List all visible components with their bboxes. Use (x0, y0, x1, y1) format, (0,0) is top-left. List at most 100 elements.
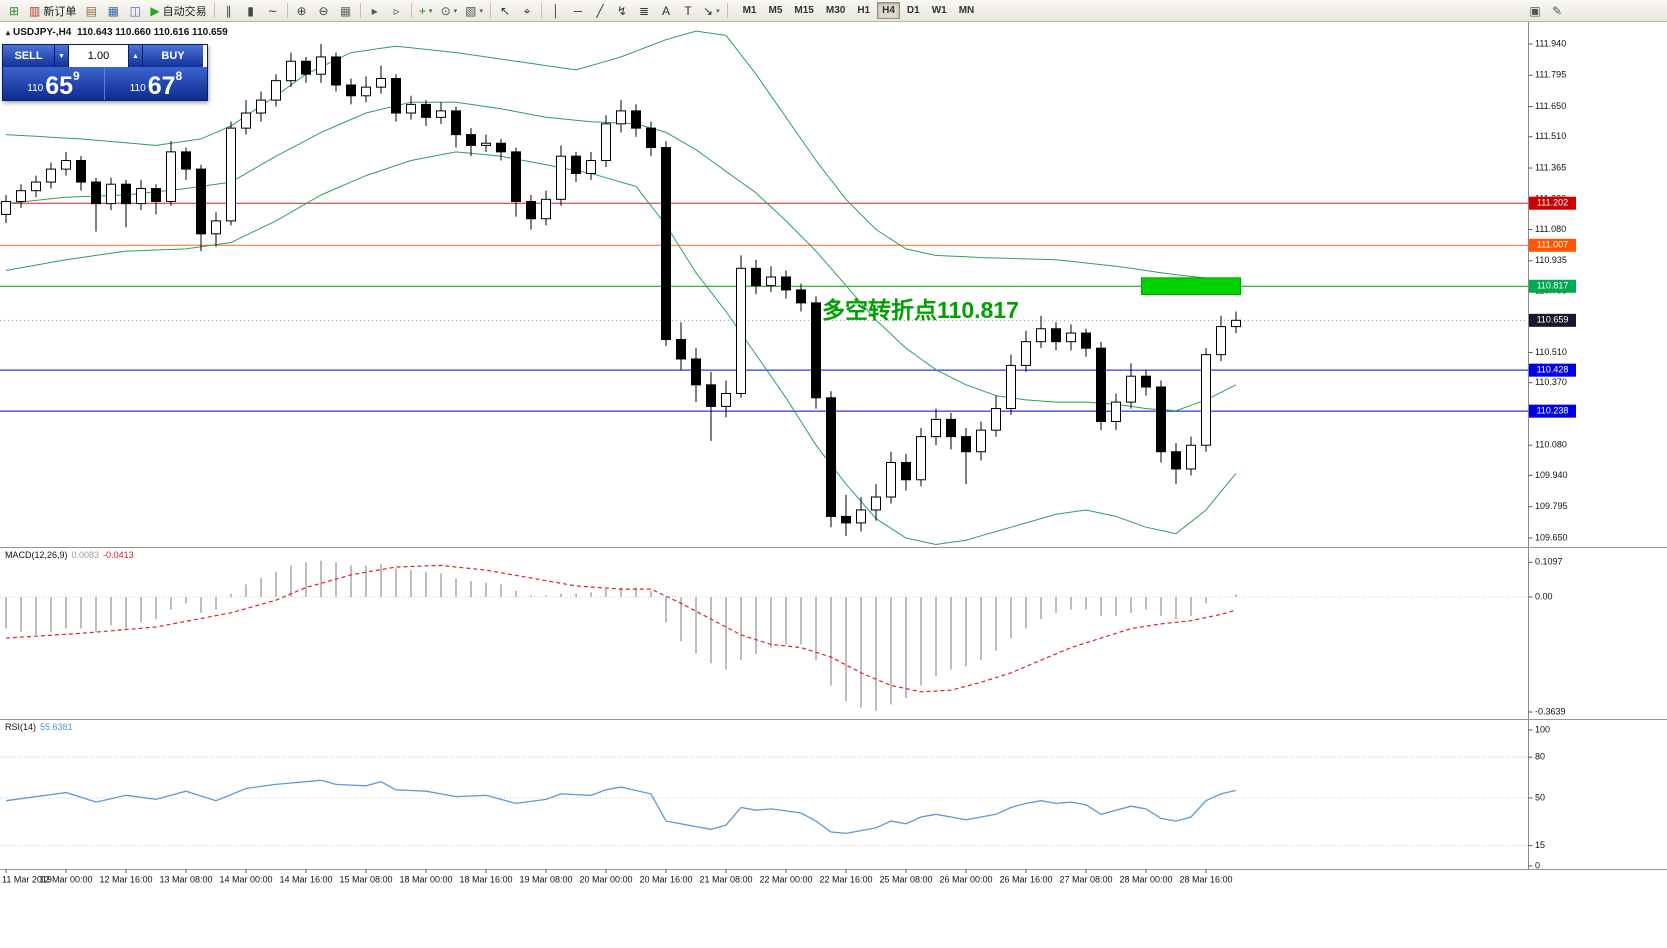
chart-shift-button[interactable]: ▹ (387, 2, 407, 20)
tf-mn-button[interactable]: MN (954, 2, 980, 19)
macd-main-value: 0.0083 (71, 550, 100, 560)
macd-name: MACD(12,26,9) (5, 550, 68, 560)
candles (1, 44, 1241, 536)
data-window-icon: ◫ (129, 3, 142, 18)
indicators-icon: + (418, 3, 426, 18)
toolbar-separator (541, 3, 543, 18)
tf-w1-button[interactable]: W1 (927, 2, 952, 19)
highlight-rect[interactable] (1141, 277, 1241, 295)
cursor-button[interactable]: ↖ (495, 2, 515, 20)
svg-text:22 Mar 00:00: 22 Mar 00:00 (759, 874, 812, 884)
tile-windows-icon: ▦ (339, 3, 352, 18)
crosshair-button[interactable]: ⌖ (517, 2, 537, 20)
new-order-label: 新订单 (43, 5, 77, 18)
line-chart-type-icon: ∼ (267, 3, 278, 18)
window-layout-button[interactable]: ▣ (1525, 2, 1545, 20)
quick-edit-button[interactable]: ✎ (1547, 2, 1567, 20)
auto-scroll-button[interactable]: ▸ (365, 2, 385, 20)
toolbar-separator (213, 3, 215, 18)
tile-windows-button[interactable]: ▦ (336, 2, 356, 20)
tf-m5-button[interactable]: M5 (764, 2, 788, 19)
periods-button[interactable]: ⊙ ▾ (438, 2, 461, 20)
svg-text:28 Mar 16:00: 28 Mar 16:00 (1179, 874, 1232, 884)
toolbar-separator (490, 3, 492, 18)
buy-price-prefix: 110 (129, 83, 146, 94)
candlestick-type-icon: ▮ (247, 3, 254, 18)
fibonacci-button[interactable]: ↯ (612, 2, 632, 20)
timeframe-group: M1 M5 M15 M30 H1 H4 D1 W1 MN (737, 2, 981, 19)
horizontal-line-icon: ─ (573, 3, 583, 18)
trendline-button[interactable]: ╱ (590, 2, 610, 20)
svg-text:0.1097: 0.1097 (1535, 557, 1563, 567)
svg-text:100: 100 (1535, 724, 1550, 734)
arrows-tool-button[interactable]: ↘ ▾ (700, 2, 723, 20)
sell-price-sup: 9 (73, 69, 80, 83)
tf-h4-button[interactable]: H4 (877, 2, 900, 19)
quick-edit-icon: ✎ (1551, 3, 1563, 18)
line-chart-type-button[interactable]: ∼ (263, 2, 283, 20)
svg-text:15 Mar 08:00: 15 Mar 08:00 (339, 874, 392, 884)
volume-down-button[interactable]: ▼ (55, 45, 69, 67)
buy-price[interactable]: 110 67 8 (105, 67, 207, 100)
zoom-in-button[interactable]: ⊕ (292, 2, 312, 20)
svg-text:25 Mar 08:00: 25 Mar 08:00 (879, 874, 932, 884)
tf-m30-button[interactable]: M30 (821, 2, 850, 19)
sell-button[interactable]: SELL (3, 45, 55, 67)
horizontal-lines[interactable] (0, 202, 1529, 412)
svg-text:111.650: 111.650 (1535, 101, 1566, 111)
rsi-name: RSI(14) (5, 722, 37, 732)
equidistant-channel-button[interactable]: ≣ (634, 2, 654, 20)
arrows-tool-icon: ↘ (703, 3, 714, 18)
buy-price-sup: 8 (175, 69, 183, 83)
text-tool-button[interactable]: A (656, 2, 676, 20)
svg-text:26 Mar 00:00: 26 Mar 00:00 (939, 874, 992, 884)
one-click-top-row: SELL ▼ ▲ BUY (3, 45, 207, 67)
tf-h1-button[interactable]: H1 (852, 2, 875, 19)
price-axis[interactable]: 111.940 111.795 111.650 111.510 111.365 111.2… (1528, 38, 1577, 542)
svg-text:110.080: 110.080 (1535, 440, 1567, 450)
market-watch-button[interactable]: ▦ (103, 2, 123, 20)
collapse-arrow-icon[interactable]: ▴ (6, 28, 11, 37)
new-chart-button[interactable]: ⊞ (4, 2, 24, 20)
toolbar: ⊞ ▥ 新订单 ▤ ▦ ◫ ▶ 自动交易 ∥ ▮ ∼ ⊕ ⊖ ▦ ▸ ▹ + ▾ ⊙ ▾ ▧ ▾ ↖ ⌖ │ ─ ╱ ↯ ≣ A T ↘ ▾ M… (0, 0, 1667, 22)
templates-button[interactable]: ▧ ▾ (462, 2, 486, 20)
vertical-line-button[interactable]: │ (546, 2, 566, 20)
new-order-button[interactable]: ▥ 新订单 (26, 2, 79, 20)
data-window-button[interactable]: ◫ (125, 2, 145, 20)
svg-text:22 Mar 16:00: 22 Mar 16:00 (819, 874, 872, 884)
sell-price[interactable]: 110 65 9 (3, 67, 105, 100)
svg-text:109.940: 109.940 (1535, 470, 1568, 480)
candlestick-type-button[interactable]: ▮ (241, 2, 261, 20)
svg-text:109.795: 109.795 (1535, 501, 1568, 511)
chart-profiles-button[interactable]: ▤ (81, 2, 101, 20)
toolbar-separator (359, 3, 361, 18)
window-layout-icon: ▣ (1529, 3, 1541, 18)
svg-text:111.202: 111.202 (1537, 198, 1568, 208)
volume-input[interactable] (69, 45, 129, 67)
zoom-out-button[interactable]: ⊖ (314, 2, 334, 20)
svg-text:11 Mar 2019: 11 Mar 2019 (2, 874, 52, 884)
svg-text:110.238: 110.238 (1537, 406, 1569, 416)
macd-pane: 0.1097 0.00 -0.3639 (0, 557, 1566, 716)
text-label-button[interactable]: T (678, 2, 698, 20)
bar-chart-type-button[interactable]: ∥ (219, 2, 239, 20)
tf-m15-button[interactable]: M15 (789, 2, 818, 19)
indicators-button[interactable]: + ▾ (416, 2, 436, 20)
trendline-icon: ╱ (596, 3, 604, 18)
svg-text:111.795: 111.795 (1535, 70, 1566, 80)
toolbar-separator (726, 3, 728, 18)
crosshair-icon: ⌖ (523, 3, 531, 18)
volume-up-button[interactable]: ▲ (129, 45, 143, 67)
vertical-line-icon: │ (552, 3, 560, 18)
periods-icon: ⊙ (440, 3, 451, 18)
equidistant-channel-icon: ≣ (638, 3, 650, 18)
tf-m1-button[interactable]: M1 (738, 2, 762, 19)
svg-text:14 Mar 16:00: 14 Mar 16:00 (279, 874, 332, 884)
buy-button[interactable]: BUY (143, 45, 203, 67)
chart-annotation-text: 多空转折点110.817 (822, 297, 1019, 324)
horizontal-line-button[interactable]: ─ (568, 2, 588, 20)
tf-d1-button[interactable]: D1 (902, 2, 925, 19)
auto-trading-button[interactable]: ▶ 自动交易 (147, 2, 209, 20)
